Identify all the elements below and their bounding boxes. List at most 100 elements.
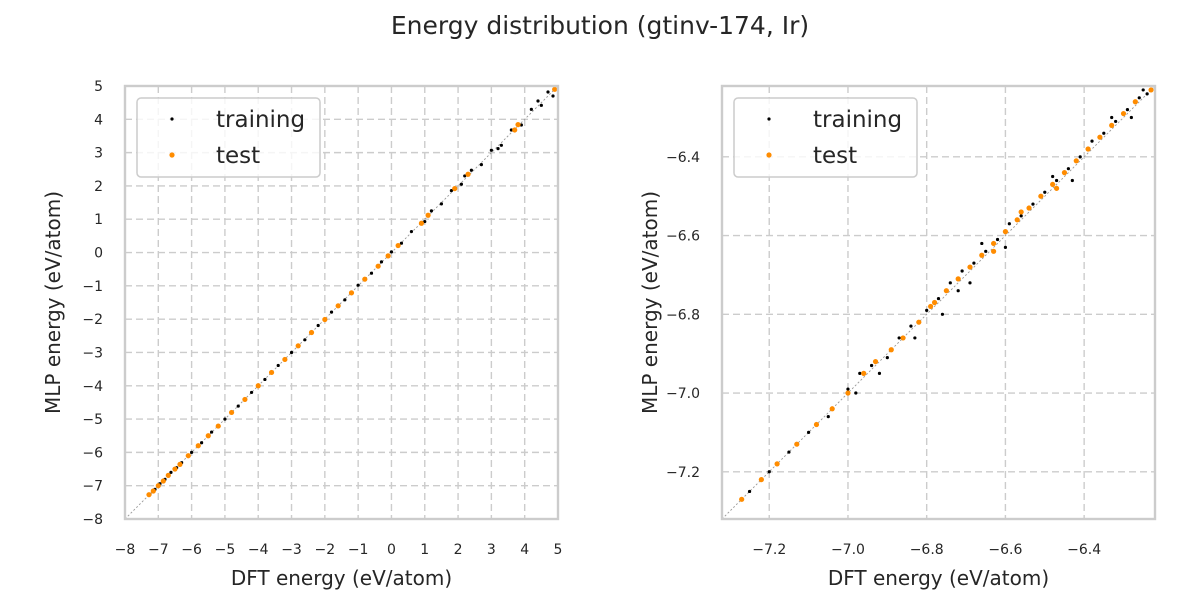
right-training-point — [767, 470, 771, 474]
left-training-point — [509, 128, 513, 132]
right-test-point — [1085, 146, 1091, 152]
right-legend-training-label: training — [813, 107, 902, 133]
left-training-point — [439, 202, 444, 206]
right-points — [739, 87, 1154, 502]
left-x-tick-label: −2 — [315, 542, 336, 558]
right-test-point — [928, 303, 934, 310]
right-test-point — [829, 406, 835, 412]
left-training-point — [539, 103, 543, 107]
right-training-point — [1051, 174, 1055, 179]
left-training-point — [223, 417, 227, 421]
left-x-tick-label: 1 — [420, 542, 429, 558]
left-y-tick-label: −6 — [82, 445, 103, 461]
left-legend-test-marker — [169, 152, 175, 158]
right-legend-training-marker — [767, 117, 771, 121]
right-training-point — [1102, 131, 1106, 135]
right-training-point — [869, 363, 874, 368]
right-panel-zoomed-energies: −7.2 −7.0 −6.8 −6.6 −6.4 −7.2 −7.0 −6.8 −6.6 −6.… — [638, 84, 1157, 590]
left-test-point — [242, 396, 248, 403]
left-x-tick-label: 3 — [487, 542, 496, 558]
right-training-point — [1031, 202, 1035, 206]
right-training-point — [1054, 178, 1059, 183]
left-test-point — [295, 343, 301, 349]
left-training-point — [343, 298, 347, 302]
right-training-point — [846, 387, 850, 391]
left-test-point — [375, 263, 381, 269]
right-training-point — [995, 237, 1000, 242]
right-training-point — [1019, 214, 1023, 218]
left-test-point — [160, 478, 166, 484]
left-test-point — [552, 86, 558, 92]
left-training-point — [463, 174, 467, 178]
left-training-point — [303, 338, 307, 342]
right-test-point — [1018, 209, 1024, 215]
left-y-tick-label: 5 — [94, 79, 103, 95]
left-training-point — [489, 148, 493, 152]
left-test-point — [452, 185, 458, 192]
right-x-tick-label: −6.8 — [910, 542, 944, 558]
left-x-tick-label: −1 — [348, 542, 369, 558]
left-legend-box — [136, 97, 321, 178]
left-test-point — [282, 356, 288, 363]
left-test-point — [362, 276, 368, 282]
left-test-point — [322, 316, 328, 323]
left-x-tick-labels: −8 −7 −6 −5 −4 −3 −2 −1 0 1 2 3 4 5 — [115, 542, 563, 558]
left-y-tick-label: −2 — [82, 312, 103, 328]
left-legend: training test — [136, 97, 321, 178]
right-training-point — [909, 324, 913, 328]
left-test-point — [348, 290, 355, 296]
left-x-tick-label: −7 — [148, 542, 169, 558]
right-training-point — [1070, 178, 1074, 183]
left-training-point — [249, 390, 254, 395]
right-y-tick-label: −7.0 — [666, 386, 700, 402]
right-plot-frame — [720, 84, 1157, 521]
right-training-point — [1145, 92, 1149, 96]
right-y-tick-label: −6.6 — [666, 229, 700, 245]
right-y-axis-label: MLP energy (eV/atom) — [638, 191, 662, 414]
right-training-point — [972, 261, 976, 265]
left-y-tick-label: −8 — [82, 512, 103, 528]
left-test-point — [205, 433, 211, 439]
right-training-point — [1043, 190, 1047, 194]
right-training-point — [897, 336, 901, 340]
left-test-point — [195, 443, 201, 449]
left-y-tick-labels: −8 −7 −6 −5 −4 −3 −2 −1 0 1 2 3 4 5 — [82, 79, 103, 528]
right-test-point — [794, 441, 800, 447]
right-test-point — [979, 252, 985, 258]
left-training-point — [356, 283, 360, 287]
right-training-point — [1129, 115, 1133, 120]
right-test-point — [1050, 181, 1056, 188]
right-training-point — [858, 371, 862, 375]
right-x-tick-label: −6.6 — [988, 542, 1022, 558]
left-test-point — [185, 453, 191, 459]
right-training-point — [885, 356, 889, 360]
left-training-point — [276, 363, 280, 368]
right-test-point — [872, 358, 879, 365]
left-test-point — [425, 212, 431, 218]
left-y-tick-label: −3 — [82, 345, 103, 361]
left-y-tick-label: 1 — [94, 212, 103, 228]
left-test-point — [515, 122, 521, 128]
left-training-point — [529, 107, 533, 111]
left-training-point — [316, 323, 320, 328]
right-training-point — [925, 308, 929, 312]
right-training-point — [877, 371, 882, 375]
right-training-point — [960, 269, 964, 273]
left-test-point — [228, 409, 235, 416]
right-test-point — [967, 264, 973, 270]
left-training-point — [499, 143, 503, 147]
right-test-point — [1014, 217, 1020, 223]
right-training-point — [980, 241, 984, 246]
left-test-point — [155, 483, 161, 489]
right-test-point — [1148, 87, 1154, 93]
left-test-point — [215, 423, 221, 429]
left-test-point — [177, 461, 183, 467]
left-training-point — [263, 377, 267, 382]
left-x-tick-label: −3 — [281, 542, 302, 558]
right-legend: training test — [733, 97, 918, 178]
right-test-point — [1097, 134, 1103, 140]
right-training-point — [968, 281, 972, 285]
right-training-point — [1007, 222, 1011, 226]
right-training-point — [807, 430, 811, 434]
